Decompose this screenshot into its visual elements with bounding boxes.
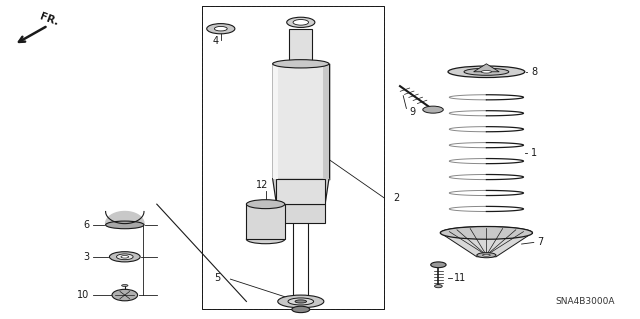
Ellipse shape	[288, 298, 314, 305]
Text: 9: 9	[410, 107, 416, 117]
Ellipse shape	[423, 106, 444, 113]
Text: 3: 3	[83, 252, 90, 262]
Ellipse shape	[121, 256, 129, 258]
Text: 1: 1	[531, 148, 538, 158]
Text: 6: 6	[83, 220, 90, 230]
Ellipse shape	[106, 221, 144, 229]
Polygon shape	[440, 226, 532, 257]
Ellipse shape	[448, 66, 525, 78]
Text: FR.: FR.	[38, 11, 60, 27]
Ellipse shape	[112, 289, 138, 301]
Bar	[276, 204, 325, 223]
Ellipse shape	[464, 68, 509, 75]
Ellipse shape	[278, 295, 324, 308]
Ellipse shape	[246, 235, 285, 244]
Ellipse shape	[116, 254, 133, 260]
Bar	[323, 64, 329, 179]
Ellipse shape	[431, 262, 446, 268]
Text: 5: 5	[214, 272, 221, 283]
Text: 7: 7	[538, 237, 544, 248]
Ellipse shape	[246, 200, 285, 209]
Ellipse shape	[293, 19, 308, 25]
Ellipse shape	[287, 17, 315, 27]
Bar	[289, 29, 312, 64]
Ellipse shape	[214, 26, 227, 31]
Bar	[246, 204, 285, 239]
Ellipse shape	[295, 300, 307, 303]
Ellipse shape	[481, 70, 492, 73]
Ellipse shape	[273, 60, 329, 68]
Text: 2: 2	[394, 193, 400, 203]
Ellipse shape	[477, 253, 496, 258]
Text: 11: 11	[454, 272, 467, 283]
Text: 8: 8	[531, 67, 538, 77]
Ellipse shape	[292, 306, 310, 313]
Text: SNA4B3000A: SNA4B3000A	[555, 297, 614, 306]
Text: 4: 4	[212, 36, 219, 47]
Polygon shape	[106, 211, 144, 225]
Ellipse shape	[122, 285, 128, 286]
Bar	[202, 6, 384, 309]
Ellipse shape	[435, 285, 442, 288]
Bar	[273, 64, 278, 179]
Polygon shape	[273, 179, 329, 204]
Ellipse shape	[207, 24, 235, 34]
Ellipse shape	[109, 252, 140, 262]
Text: 10: 10	[77, 290, 90, 300]
Polygon shape	[273, 64, 329, 179]
Bar	[276, 179, 325, 204]
Ellipse shape	[440, 226, 532, 239]
Polygon shape	[474, 64, 499, 72]
Ellipse shape	[483, 254, 490, 256]
Text: 12: 12	[256, 180, 269, 190]
